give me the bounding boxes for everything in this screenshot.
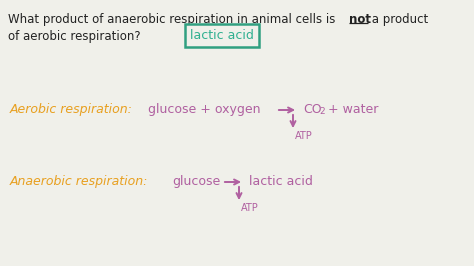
Text: of aerobic respiration?: of aerobic respiration? [8,30,141,43]
Text: What product of anaerobic respiration in animal cells is: What product of anaerobic respiration in… [8,13,339,26]
Text: + water: + water [324,103,378,116]
Text: lactic acid: lactic acid [249,175,313,188]
Text: 2: 2 [319,107,325,116]
Text: Aerobic respiration:: Aerobic respiration: [10,103,133,116]
Text: ATP: ATP [241,203,259,213]
Text: ATP: ATP [295,131,313,141]
Text: Anaerobic respiration:: Anaerobic respiration: [10,175,148,188]
Text: a product: a product [368,13,428,26]
Text: glucose + oxygen: glucose + oxygen [148,103,261,116]
Text: CO: CO [303,103,322,116]
Text: lactic acid: lactic acid [190,29,254,42]
Text: not: not [349,13,371,26]
Text: glucose: glucose [172,175,220,188]
